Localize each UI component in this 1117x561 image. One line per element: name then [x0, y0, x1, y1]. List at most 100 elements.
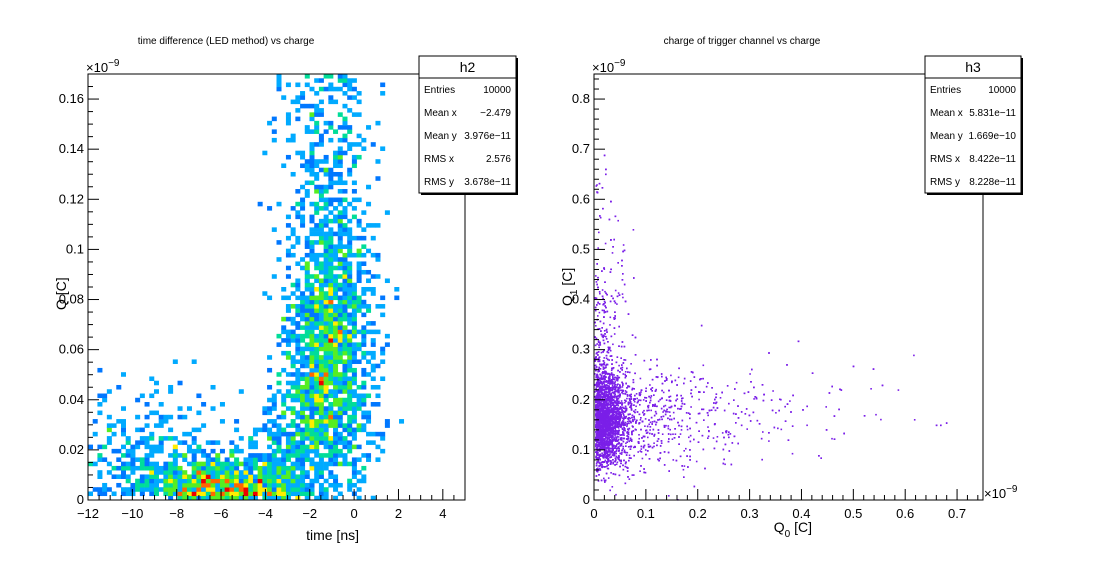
heatmap-cell — [304, 321, 310, 326]
heatmap-cell — [271, 453, 277, 458]
scatter-point — [605, 364, 607, 367]
heatmap-cell — [370, 252, 376, 258]
heatmap-cell — [333, 248, 339, 254]
heatmap-cell — [337, 146, 343, 151]
heatmap-cell — [219, 482, 225, 488]
scatter-point — [599, 467, 601, 470]
heatmap-cell — [177, 474, 183, 479]
scatter-point — [616, 395, 619, 398]
heatmap-cell — [318, 133, 324, 139]
scatter-point — [598, 346, 600, 349]
heatmap-cell — [351, 206, 357, 211]
scatter-point — [622, 411, 624, 414]
heatmap-cell — [333, 308, 339, 313]
left-y-axis: 00.020.040.060.080.10.120.140.16 — [59, 73, 99, 507]
heatmap-cell — [314, 206, 320, 211]
heatmap-cell — [144, 482, 150, 488]
scatter-point — [603, 330, 606, 332]
heatmap-cell — [356, 261, 362, 266]
heatmap-cell — [304, 491, 310, 497]
heatmap-cell — [347, 316, 353, 322]
heatmap-cell — [262, 457, 268, 462]
heatmap-cell — [285, 304, 291, 309]
heatmap-cell — [333, 287, 339, 292]
heatmap-cell — [318, 159, 324, 164]
heatmap-cell — [172, 478, 178, 484]
heatmap-cell — [361, 474, 367, 479]
heatmap-cell — [120, 491, 126, 497]
heatmap-cell — [248, 440, 254, 445]
heatmap-cell — [295, 350, 301, 356]
heatmap-cell — [309, 487, 315, 492]
scatter-point — [610, 440, 613, 442]
scatter-point — [625, 442, 627, 445]
heatmap-cell — [215, 474, 221, 479]
heatmap-cell — [290, 431, 296, 437]
heatmap-cell — [361, 312, 367, 318]
heatmap-cell — [267, 431, 273, 437]
heatmap-cell — [271, 129, 277, 134]
heatmap-cell — [182, 453, 188, 458]
heatmap-cell — [342, 252, 348, 258]
heatmap-cell — [130, 487, 136, 492]
heatmap-cell — [120, 470, 126, 475]
heatmap-cell — [182, 474, 188, 479]
scatter-point — [608, 385, 610, 387]
scatter-point — [623, 422, 625, 425]
heatmap-cell — [314, 231, 320, 237]
heatmap-cell — [309, 402, 315, 407]
scatter-point — [598, 385, 600, 388]
heatmap-cell — [328, 125, 334, 130]
heatmap-cell — [290, 397, 296, 403]
heatmap-cell — [347, 291, 353, 296]
scatter-point — [697, 412, 700, 415]
heatmap-cell — [342, 231, 348, 237]
heatmap-cell — [252, 474, 258, 479]
heatmap-cell — [92, 487, 98, 492]
heatmap-cell — [304, 482, 310, 488]
heatmap-cell — [168, 389, 174, 394]
scatter-point — [682, 468, 685, 471]
heatmap-cell — [267, 384, 273, 390]
heatmap-cell — [314, 465, 320, 471]
heatmap-cell — [295, 325, 301, 330]
heatmap-cell — [196, 444, 202, 450]
heatmap-cell — [172, 448, 178, 454]
scatter-point — [607, 384, 609, 387]
heatmap-cell — [205, 453, 211, 458]
scatter-point — [611, 252, 614, 254]
scatter-point — [880, 418, 882, 421]
heatmap-cell — [97, 410, 103, 416]
scatter-point — [612, 461, 614, 464]
heatmap-cell — [347, 78, 353, 83]
heatmap-cell — [351, 372, 357, 377]
scatter-point — [610, 369, 613, 372]
heatmap-cell — [290, 321, 296, 326]
scatter-point — [779, 398, 781, 401]
heatmap-cell — [337, 316, 343, 322]
heatmap-cell — [342, 265, 348, 271]
heatmap-cell — [276, 436, 282, 441]
heatmap-cell — [318, 112, 324, 117]
heatmap-cell — [153, 491, 159, 497]
heatmap-cell — [328, 423, 334, 428]
heatmap-cell — [248, 495, 254, 501]
heatmap-cell — [205, 482, 211, 488]
heatmap-cell — [219, 491, 225, 497]
heatmap-cell — [276, 380, 282, 386]
heatmap-cell — [201, 465, 207, 471]
heatmap-cell — [333, 163, 339, 169]
scatter-point — [615, 463, 618, 466]
heatmap-cell — [300, 350, 306, 356]
heatmap-cell — [149, 470, 155, 475]
scatter-point — [623, 459, 625, 462]
heatmap-cell — [380, 376, 386, 382]
heatmap-cell — [328, 470, 334, 475]
heatmap-cell — [333, 431, 339, 437]
heatmap-cell — [290, 333, 296, 339]
heatmap-cell — [318, 342, 324, 347]
heatmap-cell — [300, 397, 306, 403]
heatmap-cell — [375, 431, 381, 437]
scatter-point — [825, 406, 827, 408]
heatmap-cell — [342, 125, 348, 130]
